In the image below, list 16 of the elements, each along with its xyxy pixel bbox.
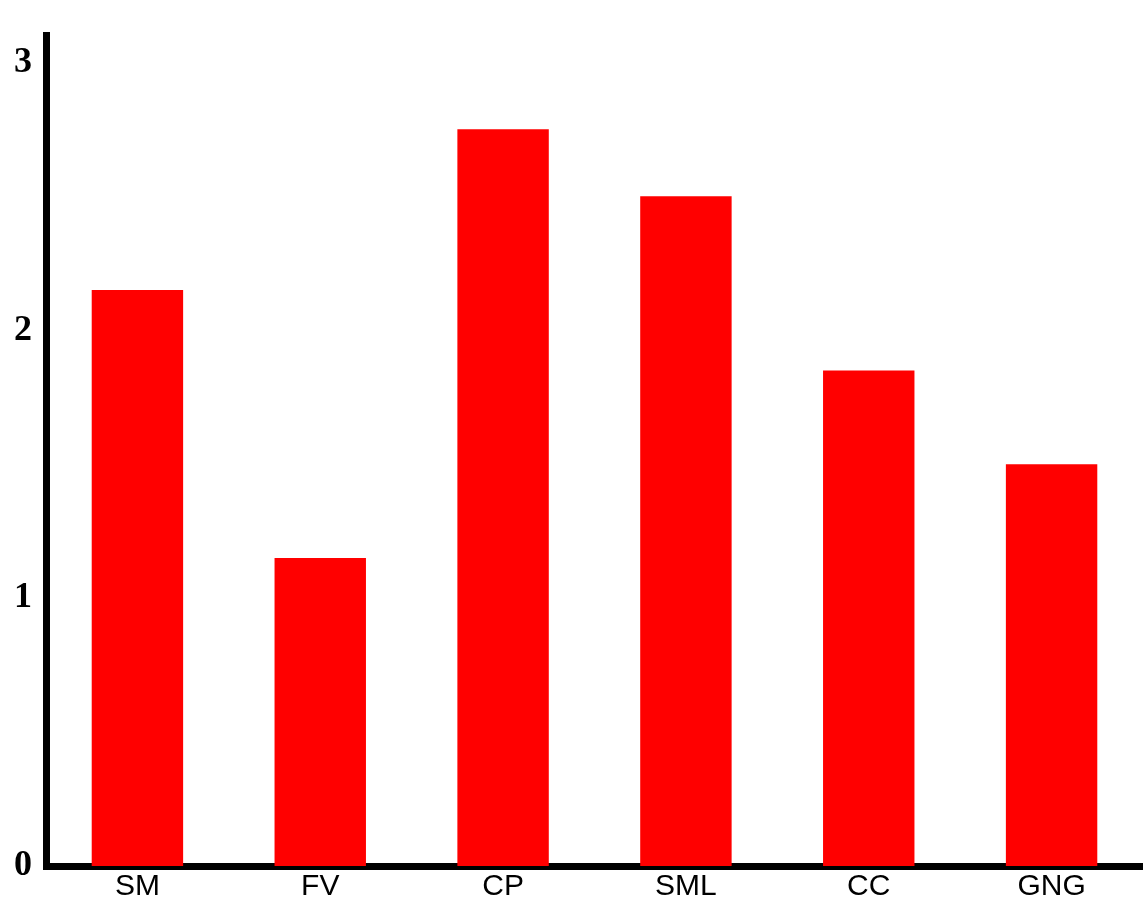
y-tick-label: 2 [14,307,32,348]
bar [274,557,366,866]
x-tick-label: GNG [1017,868,1086,902]
x-tick-label: FV [301,868,340,902]
bar [457,129,549,866]
x-tick-label: SML [655,868,717,902]
bar [1005,464,1098,866]
bar [91,290,184,866]
x-tick-label: SM [114,868,160,902]
bar [823,370,915,866]
y-tick-label: 1 [14,575,32,616]
y-tick-label: 0 [14,843,32,884]
x-tick-label: CC [847,868,891,902]
bar [640,196,732,866]
x-tick-label: CP [482,868,524,902]
y-tick-label: 3 [14,39,32,80]
